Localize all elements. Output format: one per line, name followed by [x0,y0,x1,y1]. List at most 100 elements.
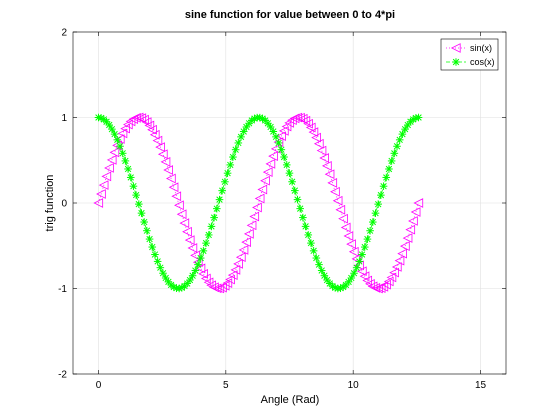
sin-point-20 [147,124,157,135]
cos-point-119 [414,113,423,122]
cos-point-94 [347,274,356,282]
cos-point-50 [229,153,237,161]
cos-point-99 [360,243,369,251]
sin-point-31 [176,209,187,220]
cos-point-18 [143,226,151,235]
cos-point-97 [355,257,364,266]
cos-point-9 [118,149,127,158]
sin-point-91 [338,213,348,224]
sin-point-52 [233,259,243,269]
cos-point-80 [309,247,318,255]
sin-point-54 [238,245,249,255]
sin-point-23 [155,142,165,152]
cos-point-49 [226,161,235,169]
sin-point-32 [179,218,190,228]
sin-point-15 [133,112,144,123]
sin-point-118 [410,207,421,217]
sin-point-93 [343,231,354,241]
cos-point-72 [288,177,296,186]
legend-label-sin: sin(x) [470,43,492,53]
sin-point-106 [378,281,389,292]
x-tick-label-0: 0 [96,380,102,391]
sin-point-68 [276,131,286,142]
cos-point-13 [129,182,138,190]
cos-point-39 [199,247,208,255]
cos-point-20 [148,243,157,251]
cos-point-101 [366,226,374,235]
cos-point-111 [393,142,401,151]
cos-point-44 [213,204,221,213]
cos-point-81 [312,254,321,262]
sin-point-69 [278,126,289,136]
sin-point-4 [104,163,114,173]
sin-point-112 [394,255,405,266]
cos-point-41 [204,231,213,239]
y-tick-label-2: 2 [61,28,67,39]
cos-point-70 [282,161,291,169]
cos-point-82 [315,260,323,269]
y-tick-label-1: 1 [61,113,67,124]
sin-point-95 [348,246,359,257]
y-tick-label--2: -2 [58,370,67,381]
sin-point-90 [335,204,346,215]
cos-point-74 [293,195,302,204]
sin-point-35 [187,243,198,253]
sin-point-65 [268,151,278,161]
cos-point-36 [191,266,200,275]
sin-point-30 [174,200,184,211]
sin-point-45 [214,283,225,294]
sin-point-6 [109,147,120,158]
sin-point-79 [305,122,316,133]
cos-point-100 [363,235,372,243]
sin-point-78 [303,118,313,129]
series-layer [93,112,424,294]
cos-point-110 [390,149,399,158]
cos-point-6 [110,130,119,138]
sin-point-1 [96,189,106,199]
sin-point-83 [316,145,327,156]
cos-point-34 [186,276,194,284]
cos-point-107 [382,173,391,182]
x-tick-label-10: 10 [348,380,360,391]
sin-point-49 [225,274,235,285]
sin-point-34 [184,235,195,245]
sin-point-5 [106,155,117,165]
legend-label-cos: cos(x) [470,57,495,67]
sin-point-0 [93,198,104,208]
cos-point-43 [210,213,218,222]
cos-point-12 [126,173,135,182]
sin-point-87 [327,178,338,188]
sin-point-116 [405,224,416,235]
cos-point-93 [344,278,353,286]
cos-point-53 [237,133,245,141]
sin-point-86 [324,169,335,180]
sin-point-22 [152,135,163,146]
cos-point-15 [135,200,143,208]
y-tick-label-0: 0 [61,199,67,210]
sin-point-113 [397,248,407,259]
cos-point-104 [374,200,382,208]
cos-point-17 [140,218,148,226]
y-tick-label--1: -1 [58,284,67,295]
sin-point-42 [206,280,217,291]
sin-point-40 [200,273,211,284]
cos-point-105 [377,191,385,199]
sin-point-80 [308,127,319,137]
legend-marker-sin [450,43,461,53]
cos-point-4 [105,121,114,129]
sin-point-94 [346,239,356,249]
sin-point-33 [182,226,192,237]
cos-point-78 [304,231,313,239]
sin-point-85 [321,161,332,171]
sin-point-50 [227,270,238,280]
sin-point-61 [257,184,268,195]
x-axis-label: Angle (Rad) [261,394,320,406]
sin-point-51 [230,265,241,275]
cos-point-11 [124,165,132,173]
cos-point-75 [296,204,304,213]
sin-point-25 [160,157,171,167]
sin-point-115 [402,233,413,243]
chart-title: sine function for value between 0 to 4*p… [185,9,395,21]
cos-point-37 [194,260,202,269]
